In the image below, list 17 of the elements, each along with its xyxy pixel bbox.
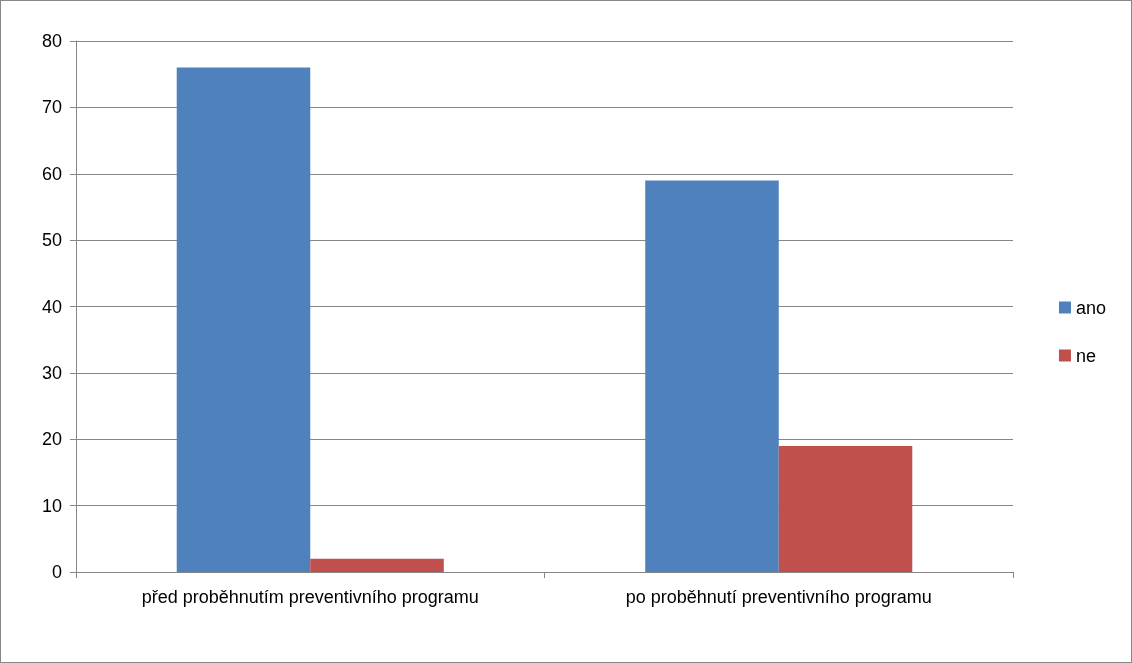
- y-tick-label: 30: [41, 362, 62, 383]
- y-tick-label: 60: [41, 163, 62, 184]
- x-tick-label: před proběhnutím preventivního programu: [141, 587, 479, 607]
- y-tick-label: 0: [51, 562, 62, 582]
- y-tick-label: 70: [41, 97, 62, 118]
- bar: [176, 67, 311, 572]
- legend-label: ano: [1075, 297, 1107, 318]
- y-tick-label: 50: [41, 230, 62, 251]
- x-tick-label: po proběhnutí preventivního programu: [625, 587, 932, 607]
- legend-label: ne: [1075, 345, 1096, 366]
- y-tick-label: 20: [41, 429, 62, 450]
- y-tick-label: 10: [41, 495, 62, 516]
- y-tick-label: 80: [41, 31, 62, 51]
- bar: [645, 180, 779, 572]
- bar: [310, 558, 444, 572]
- y-tick-label: 40: [41, 296, 62, 317]
- bar: [778, 445, 913, 572]
